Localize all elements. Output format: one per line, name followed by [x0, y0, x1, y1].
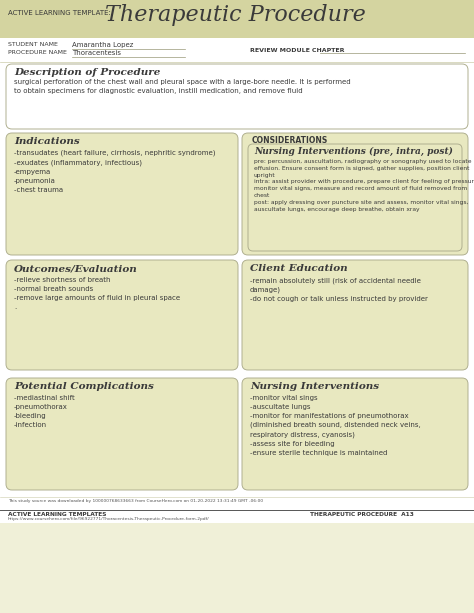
FancyBboxPatch shape: [242, 260, 468, 370]
FancyBboxPatch shape: [242, 378, 468, 490]
FancyBboxPatch shape: [242, 133, 468, 255]
Text: https://www.coursehero.com/file/96922771/Thoracentesis-Therapeutic-Procedure-for: https://www.coursehero.com/file/96922771…: [8, 517, 210, 521]
Text: THERAPEUTIC PROCEDURE  A13: THERAPEUTIC PROCEDURE A13: [310, 512, 414, 517]
Text: REVIEW MODULE CHAPTER: REVIEW MODULE CHAPTER: [250, 48, 345, 53]
Text: -relieve shortness of breath
-normal breath sounds
-remove large amounts of flui: -relieve shortness of breath -normal bre…: [14, 277, 180, 310]
Text: Indications: Indications: [14, 137, 80, 146]
Text: Outcomes/Evaluation: Outcomes/Evaluation: [14, 264, 138, 273]
FancyBboxPatch shape: [248, 144, 462, 251]
Text: Therapeutic Procedure: Therapeutic Procedure: [105, 4, 366, 26]
FancyBboxPatch shape: [6, 260, 238, 370]
Text: -remain absolutely still (risk of accidental needle
damage)
-do not cough or tal: -remain absolutely still (risk of accide…: [250, 277, 428, 302]
Text: Thoracentesis: Thoracentesis: [72, 50, 121, 56]
Text: Description of Procedure: Description of Procedure: [14, 68, 160, 77]
Text: ACTIVE LEARNING TEMPLATE:: ACTIVE LEARNING TEMPLATE:: [8, 10, 111, 16]
Text: Client Education: Client Education: [250, 264, 347, 273]
FancyBboxPatch shape: [6, 64, 468, 129]
Text: pre: percussion, auscultation, radiography or sonography used to locate
effusion: pre: percussion, auscultation, radiograp…: [254, 159, 474, 211]
Text: Nursing Interventions (pre, intra, post): Nursing Interventions (pre, intra, post): [254, 147, 453, 156]
FancyBboxPatch shape: [6, 378, 238, 490]
Text: Potential Complications: Potential Complications: [14, 382, 154, 391]
Text: CONSIDERATIONS: CONSIDERATIONS: [252, 136, 328, 145]
Text: surgical perforation of the chest wall and pleural space with a large-bore needl: surgical perforation of the chest wall a…: [14, 79, 351, 94]
FancyBboxPatch shape: [0, 523, 474, 613]
Text: This study source was downloaded by 100000768633663 from CourseHero.com on 01-20: This study source was downloaded by 1000…: [8, 499, 263, 503]
Text: -transudates (heart failure, cirrhosis, nephritic syndrome)
-exudates (inflammat: -transudates (heart failure, cirrhosis, …: [14, 150, 216, 193]
Text: -monitor vital sings
-auscultate lungs
-monitor for manifestations of pneumothor: -monitor vital sings -auscultate lungs -…: [250, 395, 421, 456]
Text: Amarantha Lopez: Amarantha Lopez: [72, 42, 133, 48]
Text: -mediastinal shift
-pneumothorax
-bleeding
-infection: -mediastinal shift -pneumothorax -bleedi…: [14, 395, 75, 428]
FancyBboxPatch shape: [6, 133, 238, 255]
Text: PROCEDURE NAME: PROCEDURE NAME: [8, 50, 67, 55]
FancyBboxPatch shape: [0, 0, 474, 38]
Text: STUDENT NAME: STUDENT NAME: [8, 42, 58, 47]
Text: Nursing Interventions: Nursing Interventions: [250, 382, 379, 391]
Text: ACTIVE LEARNING TEMPLATES: ACTIVE LEARNING TEMPLATES: [8, 512, 106, 517]
